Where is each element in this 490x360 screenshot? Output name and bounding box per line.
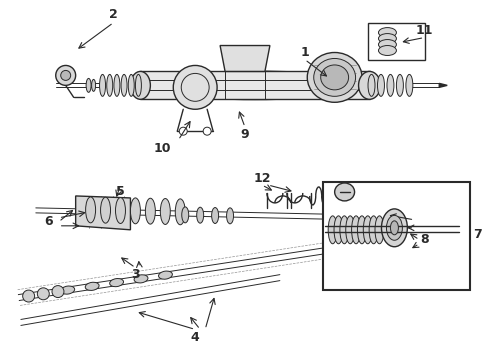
Ellipse shape xyxy=(110,279,123,287)
Circle shape xyxy=(56,66,75,85)
Ellipse shape xyxy=(377,75,385,96)
Ellipse shape xyxy=(92,80,96,91)
Ellipse shape xyxy=(378,28,396,37)
Ellipse shape xyxy=(352,216,361,244)
Circle shape xyxy=(173,66,217,109)
Text: 8: 8 xyxy=(420,233,429,246)
Text: 3: 3 xyxy=(131,268,140,281)
Ellipse shape xyxy=(363,216,372,244)
Polygon shape xyxy=(75,196,130,230)
Circle shape xyxy=(37,288,49,300)
Ellipse shape xyxy=(107,75,113,96)
Circle shape xyxy=(179,127,187,135)
Ellipse shape xyxy=(226,208,234,224)
Ellipse shape xyxy=(378,33,396,44)
Ellipse shape xyxy=(406,75,413,96)
Ellipse shape xyxy=(182,207,189,223)
Ellipse shape xyxy=(391,221,398,235)
Text: 4: 4 xyxy=(191,331,199,344)
Ellipse shape xyxy=(130,198,141,224)
Ellipse shape xyxy=(160,199,171,224)
Ellipse shape xyxy=(340,216,349,244)
Polygon shape xyxy=(220,45,270,71)
Ellipse shape xyxy=(307,53,362,102)
Ellipse shape xyxy=(135,75,142,96)
Ellipse shape xyxy=(387,215,402,240)
Ellipse shape xyxy=(357,216,367,244)
Ellipse shape xyxy=(338,195,382,239)
Text: 1: 1 xyxy=(300,46,309,59)
Ellipse shape xyxy=(380,31,394,53)
Circle shape xyxy=(52,285,64,298)
Ellipse shape xyxy=(85,282,99,291)
Ellipse shape xyxy=(346,216,355,244)
Ellipse shape xyxy=(334,216,343,244)
Ellipse shape xyxy=(378,40,396,50)
Circle shape xyxy=(203,127,211,135)
Ellipse shape xyxy=(114,75,120,96)
Text: 11: 11 xyxy=(416,24,433,37)
Ellipse shape xyxy=(212,207,219,224)
Bar xyxy=(368,23,425,60)
Bar xyxy=(323,182,470,289)
Ellipse shape xyxy=(328,216,337,244)
Ellipse shape xyxy=(61,286,74,294)
Ellipse shape xyxy=(134,275,148,283)
Ellipse shape xyxy=(359,71,380,99)
Polygon shape xyxy=(439,84,447,87)
Ellipse shape xyxy=(378,45,396,55)
Ellipse shape xyxy=(128,75,134,96)
Text: 10: 10 xyxy=(153,141,171,155)
Ellipse shape xyxy=(387,75,394,96)
Ellipse shape xyxy=(321,65,348,90)
Ellipse shape xyxy=(314,58,356,96)
Ellipse shape xyxy=(352,209,368,225)
Text: 7: 7 xyxy=(473,228,482,241)
Ellipse shape xyxy=(335,183,355,201)
Ellipse shape xyxy=(116,198,125,224)
Text: 6: 6 xyxy=(45,215,53,228)
Text: 5: 5 xyxy=(116,185,125,198)
Ellipse shape xyxy=(100,197,111,223)
Ellipse shape xyxy=(396,75,403,96)
Circle shape xyxy=(23,290,35,302)
Text: 12: 12 xyxy=(253,171,270,185)
Ellipse shape xyxy=(146,198,155,224)
Text: 9: 9 xyxy=(241,128,249,141)
Ellipse shape xyxy=(121,75,127,96)
Text: 2: 2 xyxy=(109,8,118,21)
Ellipse shape xyxy=(130,71,150,99)
Ellipse shape xyxy=(99,75,105,96)
Circle shape xyxy=(61,71,71,80)
Ellipse shape xyxy=(196,207,204,223)
Ellipse shape xyxy=(344,202,374,232)
Ellipse shape xyxy=(375,216,384,244)
Ellipse shape xyxy=(86,78,91,92)
Ellipse shape xyxy=(86,197,96,223)
Bar xyxy=(141,71,369,99)
Ellipse shape xyxy=(368,75,375,96)
Ellipse shape xyxy=(141,71,369,99)
Ellipse shape xyxy=(382,209,407,247)
Ellipse shape xyxy=(175,199,185,225)
Ellipse shape xyxy=(369,216,378,244)
Ellipse shape xyxy=(159,271,172,279)
